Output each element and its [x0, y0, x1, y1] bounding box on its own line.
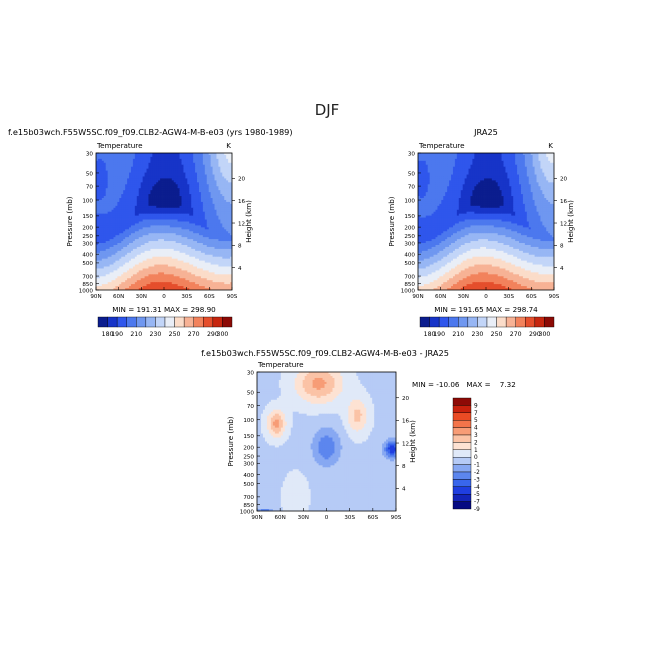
y-tick-label: 50 — [86, 171, 94, 177]
y2-tick-label: 8 — [238, 244, 242, 250]
x-tick-label: 30N — [136, 294, 147, 300]
y-tick-label: 700 — [82, 274, 93, 280]
y-axis-label: Pressure (mb) — [65, 196, 74, 246]
panel-1-units: K — [226, 141, 231, 150]
panel-3-variable: Temperature — [257, 360, 304, 369]
y-tick-label: 300 — [82, 241, 93, 247]
panel-2-title: JRA25 — [473, 127, 498, 137]
panel-1-variable: Temperature — [96, 141, 143, 150]
y-tick-label: 250 — [82, 234, 93, 240]
y-tick-label: 150 — [82, 214, 93, 220]
x-tick-label: 60N — [113, 294, 124, 300]
page-title: DJF — [315, 101, 340, 119]
y2-tick-label: 4 — [238, 266, 242, 272]
y-tick-label: 100 — [82, 198, 93, 204]
x-tick-label: 90S — [227, 294, 238, 300]
y-tick-label: 850 — [82, 282, 93, 288]
contour-fill — [418, 153, 554, 290]
panel-1-title: f.e15b03wch.F55W5SC.f09_f09.CLB2-AGW4-M-… — [8, 127, 293, 137]
contour-fill — [96, 153, 232, 290]
panel-2-units: K — [548, 141, 553, 150]
panel-2-contour-plot: 3050701001502002503004005007008501000201… — [387, 151, 575, 300]
y-tick-label: 70 — [86, 184, 94, 190]
panel-2-variable: Temperature — [418, 141, 465, 150]
x-tick-label: 90N — [90, 294, 101, 300]
x-tick-label: 60S — [204, 294, 215, 300]
y-tick-label: 30 — [86, 151, 94, 157]
panel-3-title: f.e15b03wch.F55W5SC.f09_f09.CLB2-AGW4-M-… — [201, 348, 449, 358]
y-tick-label: 500 — [82, 261, 93, 267]
y-tick-label: 400 — [82, 253, 93, 259]
x-tick-label: 30S — [181, 294, 192, 300]
y2-tick-label: 20 — [238, 177, 246, 183]
y-tick-label: 200 — [82, 225, 93, 231]
panel-1-contour-plot: 3050701001502002503004005007008501000201… — [65, 151, 253, 300]
x-tick-label: 0 — [162, 294, 166, 300]
y2-axis-label: Height (km) — [244, 200, 253, 243]
